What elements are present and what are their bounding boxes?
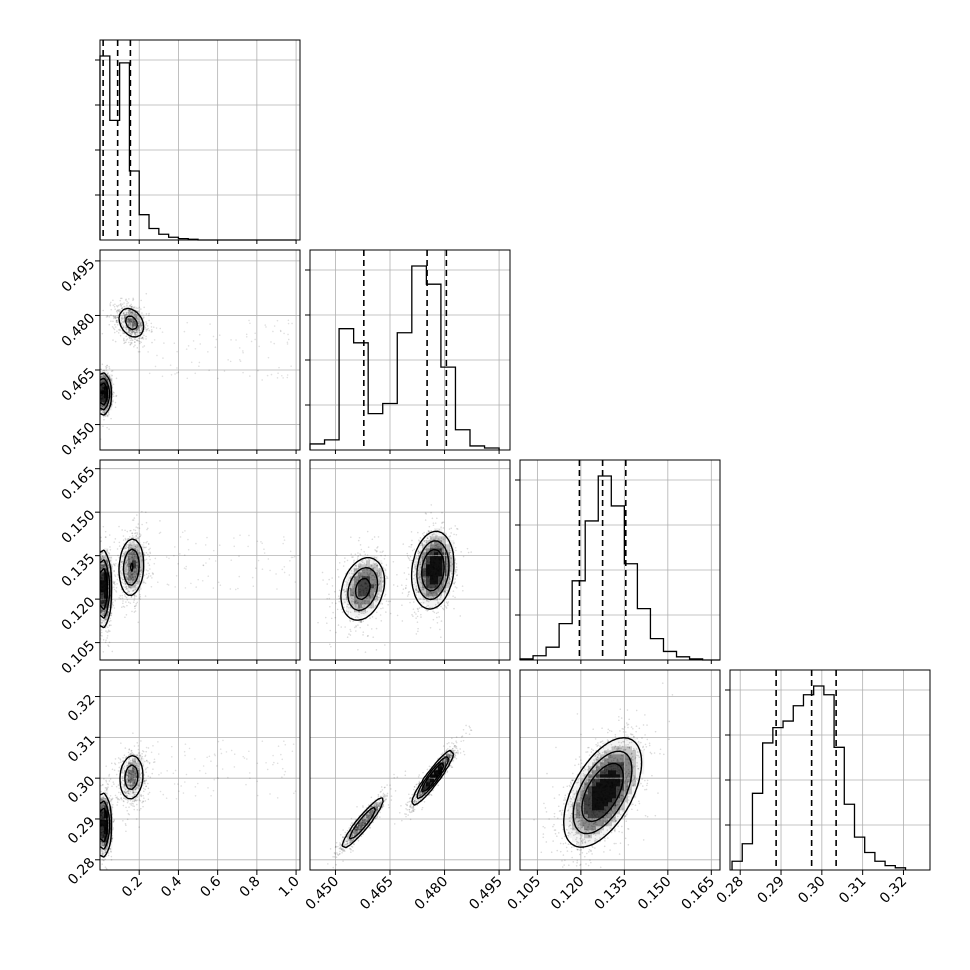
histogram-1 (99, 55, 297, 241)
contour-line (99, 538, 145, 629)
histogram-4 (731, 685, 907, 870)
x-tick-label: 0.165 (678, 874, 718, 914)
panel-frame (99, 39, 301, 241)
y-tick-label: 0.105 (59, 638, 99, 678)
panel-frame (309, 459, 511, 661)
contour-line (420, 762, 445, 793)
contour-line (99, 307, 145, 416)
density-image (564, 734, 645, 847)
y-tick-label: 0.450 (59, 420, 99, 460)
x-tick-label: 0.150 (635, 874, 675, 914)
x-tick-label: 0.6 (197, 873, 224, 900)
y-tick-label: 0.135 (59, 551, 99, 591)
panel-frame (519, 459, 721, 661)
contour-line (99, 764, 139, 850)
x-tick-label: 0.480 (412, 874, 452, 914)
x-tick-label: 0.465 (357, 874, 397, 914)
y-tick-label: 0.120 (59, 594, 99, 634)
contour-line (341, 749, 455, 849)
y-tick-label: 0.165 (59, 464, 99, 504)
contour-line (347, 540, 450, 612)
y-tick-label: 0.495 (59, 256, 99, 296)
y-tick-label: 0.31 (65, 732, 98, 765)
x-tick-label: 1.0 (276, 874, 303, 901)
y-tick-label: 0.480 (59, 311, 99, 351)
panel-frame (99, 249, 301, 451)
y-tick-label: 0.30 (65, 773, 98, 806)
x-tick-label: 0.29 (754, 874, 787, 907)
contour-line (99, 807, 108, 843)
x-tick-label: 0.105 (505, 874, 545, 914)
x-tick-label: 0.450 (303, 874, 343, 914)
panel-frame (309, 249, 511, 451)
contour-line (99, 548, 140, 619)
panel-frame (309, 669, 511, 871)
contour-line (348, 756, 449, 840)
x-tick-label: 0.120 (548, 874, 588, 914)
histogram-3 (519, 475, 720, 661)
x-tick-label: 0.135 (592, 874, 632, 914)
panel-frame (729, 669, 931, 871)
x-tick-label: 0.8 (237, 874, 264, 901)
contour-line (99, 315, 138, 411)
contour-line (99, 382, 108, 406)
contour-line (581, 762, 624, 823)
contour-line (572, 750, 633, 835)
contour-line (354, 548, 445, 601)
x-tick-label: 0.4 (158, 873, 185, 900)
scatter-points (100, 732, 297, 870)
y-tick-label: 0.29 (65, 814, 98, 847)
contour-line (563, 737, 643, 848)
panel-frame (519, 669, 721, 871)
contour-line (99, 754, 144, 858)
x-tick-label: 0.30 (795, 874, 828, 907)
histogram-2 (309, 265, 500, 450)
scatter-points (322, 724, 473, 870)
x-tick-label: 0.28 (714, 874, 747, 907)
y-tick-label: 0.465 (59, 365, 99, 405)
x-tick-label: 0.495 (466, 874, 506, 914)
y-tick-label: 0.28 (65, 855, 98, 888)
contour-line (340, 530, 455, 621)
panel-frame (99, 459, 301, 661)
x-tick-label: 0.31 (836, 874, 869, 907)
panel-frame (99, 669, 301, 871)
x-tick-label: 0.32 (877, 874, 910, 907)
y-tick-label: 0.150 (59, 507, 99, 547)
y-tick-label: 0.32 (65, 692, 98, 725)
x-tick-label: 0.2 (119, 874, 146, 901)
